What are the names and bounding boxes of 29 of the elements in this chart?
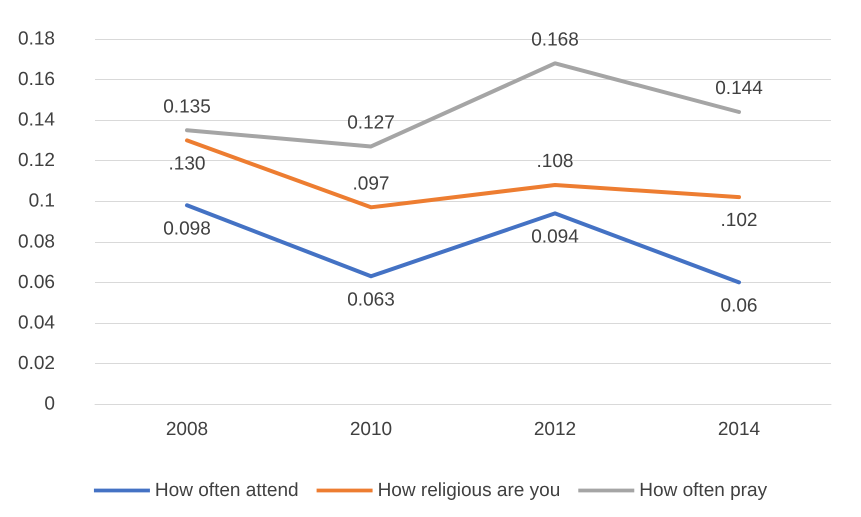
y-tick-label: 0.08 — [18, 231, 55, 252]
data-label: 0.168 — [531, 29, 579, 50]
data-label: .097 — [352, 173, 390, 194]
data-label: .130 — [168, 153, 206, 174]
data-label: 0.063 — [347, 289, 395, 310]
data-label: 0.135 — [163, 96, 211, 118]
data-label: 0.098 — [163, 218, 211, 240]
y-tick-label: 0.04 — [18, 312, 56, 334]
data-label: 0.144 — [715, 78, 764, 99]
legend-label: How often attend — [154, 480, 299, 501]
data-label: 0.094 — [531, 226, 580, 248]
data-label: 0.06 — [720, 295, 758, 316]
x-tick-label: 2012 — [534, 419, 576, 440]
y-tick-label: 0.12 — [18, 150, 55, 172]
y-tick-label: 0 — [44, 394, 55, 414]
x-tick-label: 2010 — [350, 419, 392, 440]
x-tick-label: 2014 — [718, 419, 761, 440]
data-label: 0.127 — [347, 112, 395, 134]
y-tick-label: 0.14 — [18, 110, 56, 131]
y-tick-label: 0.18 — [18, 28, 55, 50]
legend-label: How often pray — [639, 480, 768, 501]
x-tick-label: 2008 — [166, 419, 208, 440]
y-tick-label: 0.1 — [28, 190, 55, 212]
data-label: .102 — [720, 210, 758, 232]
y-tick-label: 0.06 — [18, 272, 55, 293]
y-tick-label: 0.02 — [18, 352, 55, 374]
legend-label: How religious are you — [378, 480, 560, 501]
data-label: .108 — [536, 151, 574, 172]
y-tick-label: 0.16 — [18, 69, 55, 90]
